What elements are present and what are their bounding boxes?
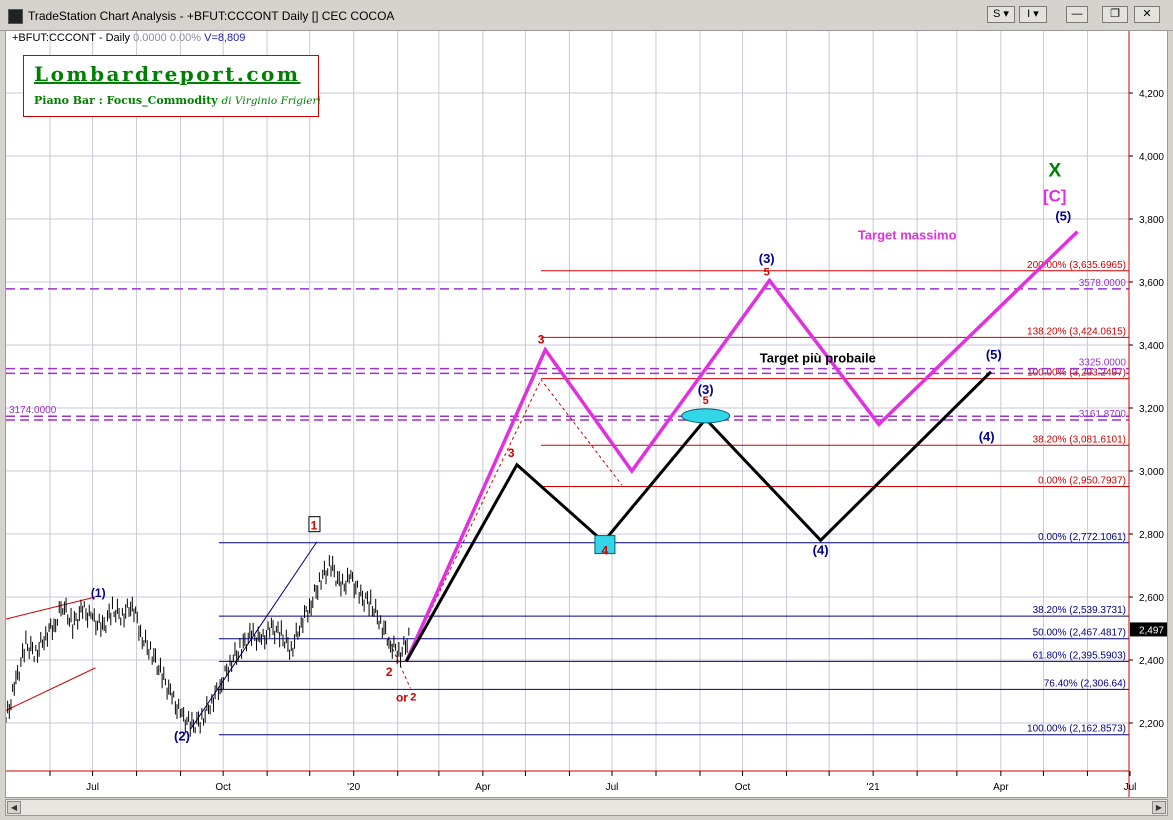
wave-label: (1) (91, 586, 106, 600)
minimize-button[interactable]: — (1066, 6, 1088, 23)
i-menu-button[interactable]: I ▾ (1019, 6, 1047, 23)
wave-label: or (396, 691, 408, 705)
close-button[interactable]: ✕ (1134, 6, 1160, 23)
price-tick-label: 2,600 (1139, 593, 1164, 604)
change-value: 0.00% (169, 32, 202, 44)
time-tick-label: Oct (735, 782, 751, 793)
logo-subtitle-line: Piano Bar : Focus_Commodity di Virginio … (34, 94, 321, 107)
projection-dotted-line (405, 378, 623, 662)
scroll-right-icon[interactable]: ▶ (1152, 801, 1166, 814)
wave-label: (5) (1055, 209, 1071, 224)
wave-label: 3 (538, 332, 545, 346)
wave-label: (4) (979, 429, 995, 444)
price-tick-label: 3,600 (1139, 278, 1164, 289)
scenario-path-black (404, 370, 992, 663)
window-title: TradeStation Chart Analysis - +BFUT:CCCO… (28, 9, 395, 23)
title-bar: TradeStation Chart Analysis - +BFUT:CCCO… (0, 0, 1173, 31)
s-menu-button[interactable]: S ▾ (987, 6, 1015, 23)
time-tick-label: Apr (475, 782, 491, 793)
fib-level-label: 50.00% (2,467.4817) (1033, 628, 1126, 639)
wave-label: Target massimo (858, 227, 957, 242)
price-tick-label: 3,200 (1139, 404, 1164, 415)
scroll-left-icon[interactable]: ◀ (7, 801, 21, 814)
wave3-ellipse-marker (681, 408, 731, 424)
fib-level-label: 61.80% (2,395.5903) (1033, 650, 1126, 661)
wave-label: 2 (386, 665, 393, 679)
fib-level-label: 200.00% (3,635.6965) (1027, 260, 1126, 271)
channel-line-upper (6, 596, 96, 620)
wave1-box-marker (308, 516, 321, 533)
wave-label: (3) (759, 251, 775, 266)
logo-author: di Virginio Frigieri (221, 95, 321, 107)
dashed-level-label: 3578.0000 (1079, 278, 1127, 289)
price-tick-label: 3,400 (1139, 341, 1164, 352)
price-tick-label: 2,400 (1139, 656, 1164, 667)
price-tick-label: 3,800 (1139, 215, 1164, 226)
price-tick-label: 3,000 (1139, 467, 1164, 478)
fib-level-label: 138.20% (3,424.0615) (1027, 326, 1126, 337)
last-value: 0.0000 (133, 32, 167, 44)
wave-label: (2) (174, 728, 190, 743)
wave-label: 1 (311, 518, 318, 532)
fib-level-label: 0.00% (2,950.7937) (1038, 475, 1126, 486)
wave-label: (4) (813, 542, 829, 557)
chart-area[interactable]: 200.00% (3,635.6965) 138.20% (3,424.0615)… (5, 30, 1168, 798)
logo-subtitle: Piano Bar : Focus_Commodity (34, 94, 218, 107)
last-price-box (1130, 622, 1167, 637)
wave-label: 5 (764, 267, 770, 279)
restore-button[interactable]: ❐ (1102, 6, 1128, 23)
symbol-header: +BFUT:CCCONT - Daily 0.0000 0.00% V=8,80… (12, 32, 245, 44)
fib-level-label: 38.20% (3,081.6101) (1033, 434, 1126, 445)
time-tick-label: Jul (606, 782, 619, 793)
wave4-square-marker (594, 535, 616, 555)
wave-label: (5) (986, 347, 1002, 362)
price-axis-background (1129, 31, 1167, 771)
last-price-label: 2,497 (1139, 625, 1164, 636)
price-tick-label: 4,200 (1139, 89, 1164, 100)
scenario-path-magenta (404, 230, 1079, 663)
horizontal-scrollbar[interactable]: ◀ ▶ (5, 799, 1168, 816)
symbol-name: +BFUT:CCCONT - Daily (12, 32, 131, 44)
time-tick-label: Oct (215, 782, 231, 793)
price-tick-label: 4,000 (1139, 152, 1164, 163)
wave-label: X (1048, 160, 1061, 181)
time-tick-label: '21 (867, 782, 880, 793)
wave-label: 4 (602, 543, 609, 557)
wave-label: 3 (508, 446, 515, 460)
logo-brand: Lombardreport.com (34, 62, 301, 86)
fib-level-label: 38.20% (2,539.3731) (1033, 605, 1126, 616)
wave-label: Target più probaile (760, 350, 876, 365)
wave-label: 5 (703, 395, 709, 407)
time-tick-label: Apr (993, 782, 1009, 793)
price-chart[interactable]: 200.00% (3,635.6965) 138.20% (3,424.0615)… (6, 31, 1168, 798)
app-icon (8, 9, 23, 24)
time-tick-label: '20 (347, 782, 360, 793)
time-tick-label: Jul (1124, 782, 1137, 793)
wave-label: [C] (1043, 187, 1067, 206)
dashed-level-label: 3161.8700 (1079, 409, 1127, 420)
price-tick-label: 2,200 (1139, 719, 1164, 730)
fib-level-label: 76.40% (2,306.64) (1044, 678, 1126, 689)
price-tick-label: 2,800 (1139, 530, 1164, 541)
wave-label: (3) (698, 382, 714, 397)
dashed-level-label: 3174.0000 (9, 405, 57, 416)
logo-box: Lombardreport.com Piano Bar : Focus_Comm… (23, 55, 321, 117)
dashed-level-label: 3325.0000 (1079, 358, 1127, 369)
fib-level-label: 0.00% (2,772.1061) (1038, 532, 1126, 543)
volume-value: V=8,809 (204, 32, 246, 44)
channel-line-lower (6, 667, 96, 711)
time-tick-label: Jul (86, 782, 99, 793)
fib-level-label: 100.00% (2,162.8573) (1027, 724, 1126, 735)
wave-label: 2 (410, 691, 416, 703)
